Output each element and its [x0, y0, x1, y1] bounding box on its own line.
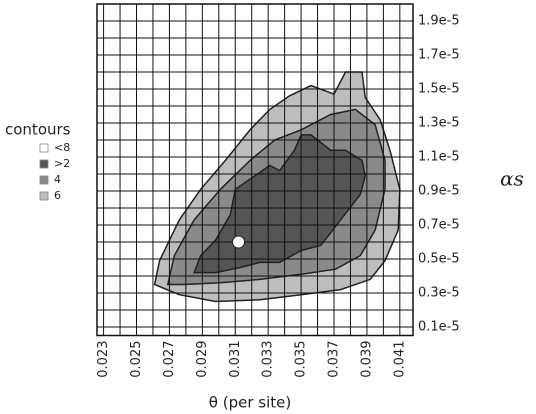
- x-axis-label: θ (per site): [209, 394, 291, 412]
- x-tick-label: 0.039: [359, 341, 374, 378]
- y-tick-label: 1.5e-5: [418, 82, 460, 97]
- legend-swatch: [39, 143, 49, 153]
- legend-label: 6: [54, 189, 61, 202]
- legend-swatch: [39, 175, 49, 185]
- y-tick-label: 1.3e-5: [418, 116, 460, 131]
- y-tick-label: 1.1e-5: [418, 150, 460, 165]
- y-tick-label: 1.9e-5: [418, 14, 460, 29]
- x-tick-label: 0.027: [162, 341, 177, 378]
- x-tick-label: 0.023: [96, 341, 111, 378]
- y-tick-label: 0.1e-5: [418, 320, 460, 335]
- legend-label: >2: [54, 157, 70, 170]
- legend-title: contours: [5, 121, 71, 139]
- x-tick-label: 0.041: [392, 341, 407, 378]
- legend-swatch: [39, 191, 49, 201]
- y-tick-label: 0.5e-5: [418, 252, 460, 267]
- y-tick-label: 0.3e-5: [418, 286, 460, 301]
- x-tick-label: 0.031: [228, 341, 243, 378]
- y-tick-label: 0.7e-5: [418, 218, 460, 233]
- point: [232, 235, 246, 249]
- x-tick-label: 0.029: [195, 341, 210, 378]
- legend-label: <8: [54, 141, 70, 154]
- y-tick-label: 1.7e-5: [418, 48, 460, 63]
- x-tick-label: 0.025: [129, 341, 144, 378]
- y-tick-label: 0.9e-5: [418, 184, 460, 199]
- x-tick-label: 0.037: [327, 341, 342, 378]
- legend-label: 4: [54, 173, 61, 186]
- legend-swatch: [39, 159, 49, 169]
- x-tick-label: 0.033: [261, 341, 276, 378]
- plot-frame: [96, 3, 414, 337]
- y-axis-label: αs: [500, 167, 524, 191]
- x-tick-label: 0.035: [294, 341, 309, 378]
